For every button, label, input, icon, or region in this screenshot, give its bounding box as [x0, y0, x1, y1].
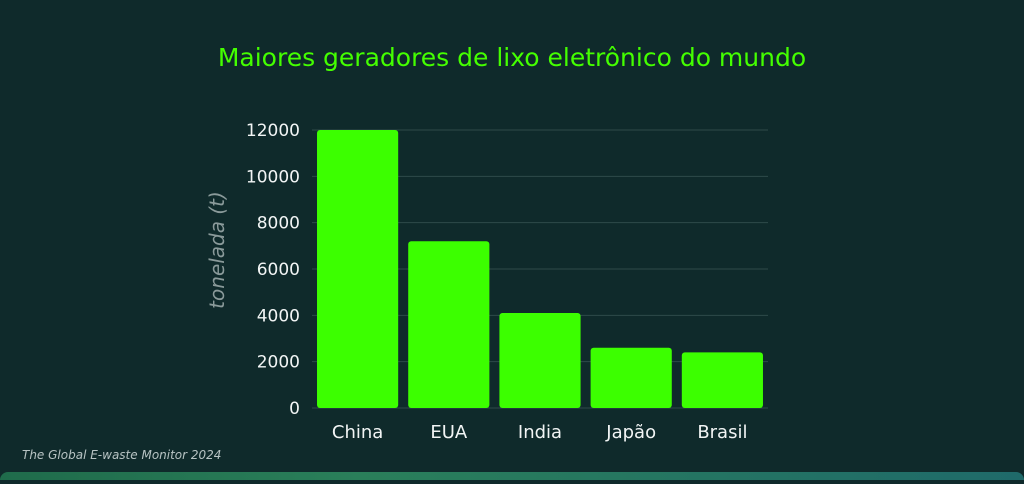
source-note: The Global E-waste Monitor 2024 [22, 448, 222, 462]
chart-title: Maiores geradores de lixo eletrônico do … [218, 43, 806, 72]
bar-india [499, 313, 581, 408]
y-tick-label: 8000 [257, 214, 300, 234]
x-tick-label: Japão [605, 422, 656, 443]
bar-china [317, 130, 399, 408]
bar-brasil [681, 352, 763, 408]
bar-japão [590, 347, 672, 408]
x-tick-label: China [332, 422, 383, 443]
x-tick-label: EUA [430, 422, 468, 443]
x-tick-label: India [518, 422, 562, 443]
y-tick-label: 0 [289, 399, 300, 419]
bar-eua [408, 241, 490, 408]
y-tick-labels: 0 2000 4000 6000 8000 10000 12000 [246, 121, 300, 419]
y-axis-label: tonelada (t) [205, 191, 229, 309]
y-tick-label: 12000 [246, 121, 300, 141]
y-tick-label: 6000 [257, 260, 300, 280]
bottom-decorative-band [0, 472, 1024, 480]
bars [317, 130, 763, 408]
x-tick-label: Brasil [697, 422, 747, 443]
y-tick-label: 2000 [257, 353, 300, 373]
y-tick-label: 4000 [257, 306, 300, 326]
x-tick-labels: China EUA India Japão Brasil [332, 422, 748, 443]
y-tick-label: 10000 [246, 167, 300, 187]
